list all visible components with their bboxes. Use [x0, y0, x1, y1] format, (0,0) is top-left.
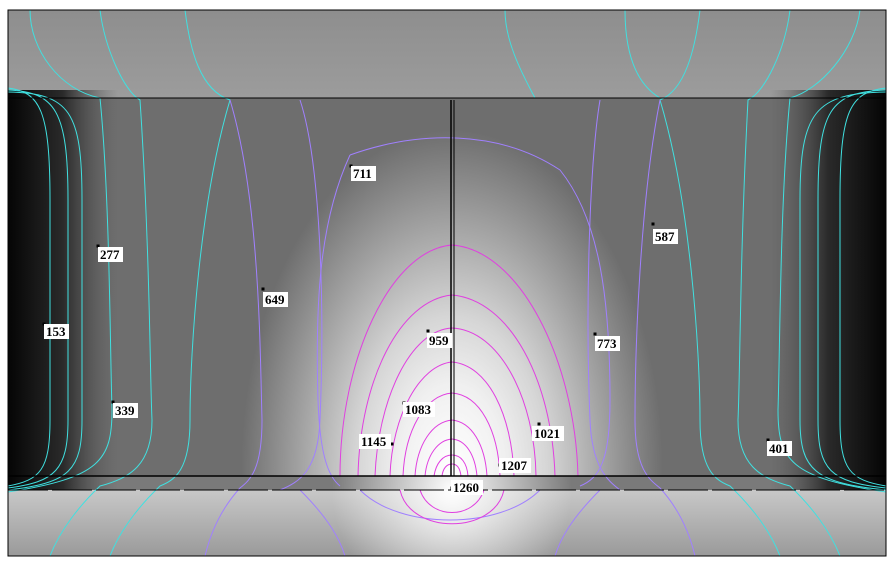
cool-isotherms-left: [7, 9, 231, 557]
contour-label-773: 773: [597, 336, 617, 351]
contour-label-401: 401: [769, 441, 789, 456]
right-cold-region: [770, 90, 886, 490]
mid-isotherms: [204, 99, 696, 557]
contour-label-bg-339: [113, 403, 138, 418]
label-marker-959: [426, 329, 430, 333]
contour-label-1021: 1021: [534, 426, 560, 441]
contour-label-bg-1083: [403, 402, 435, 417]
contour-label-bg-773: [595, 336, 620, 351]
label-marker-649: [261, 287, 265, 291]
contour-label-bg-277: [98, 247, 123, 262]
contour-label-bg-587: [653, 229, 678, 244]
contour-labels: 711 587 277 649 153 959 773 339 1083 1021 1145 401 1…: [44, 166, 792, 495]
label-marker-1021: [537, 422, 541, 426]
contour-label-1207: 1207: [501, 458, 528, 473]
contour-label-bg-1260: [451, 480, 483, 495]
contour-label-153: 153: [46, 324, 66, 339]
contour-label-1145: 1145: [361, 434, 387, 449]
label-marker-1145: [390, 442, 394, 446]
contour-label-649: 649: [265, 292, 285, 307]
contour-label-bg-1145: [359, 434, 391, 449]
contour-label-1083: 1083: [405, 402, 432, 417]
label-marker-773: [593, 332, 597, 336]
left-cold-region: [8, 90, 118, 490]
label-marker-339: [111, 400, 115, 404]
contour-label-1260: 1260: [453, 480, 479, 495]
contour-label-bg-1021: [532, 426, 564, 441]
contour-label-bg-959: [427, 333, 452, 348]
contour-label-bg-401: [767, 441, 792, 456]
bottom-hot-shading: [8, 476, 886, 556]
contour-label-bg-1207: [499, 458, 531, 473]
label-marker-277: [96, 244, 100, 248]
contour-label-959: 959: [429, 333, 449, 348]
contour-label-bg-153: [44, 324, 69, 339]
contour-label-339: 339: [115, 403, 135, 418]
hot-zone-shading: [8, 98, 886, 476]
contour-label-bg-649: [263, 292, 288, 307]
label-marker-587: [651, 222, 655, 226]
top-layer: [8, 10, 886, 98]
contour-label-bg-711: [351, 166, 376, 181]
structure-lines: [7, 9, 887, 557]
label-marker-401: [766, 438, 770, 442]
hot-isotherms: [339, 244, 579, 525]
contour-label-587: 587: [655, 229, 675, 244]
contour-label-277: 277: [100, 247, 120, 262]
contour-label-711: 711: [353, 166, 372, 181]
